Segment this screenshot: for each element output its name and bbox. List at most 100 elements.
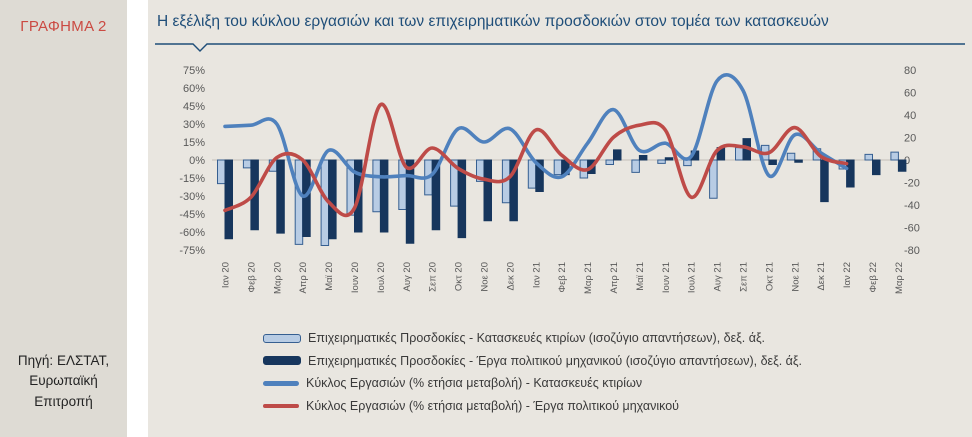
x-axis-tick: Ιαν 22 (842, 262, 853, 288)
bar (864, 153, 873, 161)
right-axis-tick: 60 (904, 88, 916, 100)
title-underline (155, 43, 965, 52)
bar (294, 159, 304, 245)
left-axis-tick: -15% (179, 173, 205, 185)
right-axis-tick: 40 (904, 110, 916, 122)
bar (846, 159, 855, 188)
x-axis-tick: Μαρ 22 (894, 262, 905, 294)
left-axis-tick: -45% (179, 209, 205, 221)
bar (657, 159, 666, 164)
left-axis-tick: -60% (179, 227, 205, 239)
chart-panel: Η εξέλιξη του κύκλου εργασιών και των επ… (148, 0, 972, 437)
source-line-3: Επιτροπή (34, 393, 93, 409)
x-axis-tick: Ιαν 21 (531, 262, 542, 288)
figure-label: ΓΡΑΦΗΜΑ 2 (20, 18, 107, 35)
bar (217, 159, 226, 185)
left-axis-tick: 75% (183, 65, 205, 77)
left-axis-tick: -30% (179, 191, 205, 203)
x-axis-tick: Ιουν 20 (350, 262, 361, 293)
legend-item-turnover-buildings: Κύκλος Εργασιών (% ετήσια μεταβολή) - Κα… (263, 372, 802, 395)
x-axis-tick: Νοε 20 (480, 262, 491, 292)
legend-swatch-light-bar (263, 333, 301, 343)
legend-swatch-blue-line (263, 381, 299, 386)
right-axis-tick: 0 (904, 155, 910, 167)
line-turnover-civil (223, 102, 849, 218)
right-axis-tick: -80 (904, 245, 920, 257)
right-axis-tick: 20 (904, 133, 916, 145)
bar (605, 159, 614, 165)
x-axis-tick: Απρ 20 (298, 262, 309, 294)
left-axis-tick: 30% (183, 119, 205, 131)
bar (872, 159, 881, 176)
left-axis-tick: 60% (183, 83, 205, 95)
bar (890, 151, 899, 161)
x-axis-tick: Σεπ 21 (739, 262, 750, 292)
legend-label: Κύκλος Εργασιών (% ετήσια μεταβολή) - Έρ… (306, 399, 680, 414)
line-turnover-buildings (223, 73, 849, 198)
x-axis-tick: Απρ 21 (609, 262, 620, 294)
bar (897, 159, 907, 172)
legend-item-expectations-civil: Επιχειρηματικές Προσδοκίες - Έργα πολιτι… (263, 350, 802, 373)
right-axis-tick: -60 (904, 223, 920, 235)
legend-label: Επιχειρηματικές Προσδοκίες - Έργα πολιτι… (308, 353, 802, 368)
x-axis-tick: Ιουν 21 (661, 262, 672, 293)
bar (553, 159, 563, 176)
bar (638, 155, 648, 161)
bar (509, 159, 518, 222)
x-axis-tick: Αυγ 20 (402, 262, 413, 292)
x-axis-tick: Νοε 21 (790, 262, 801, 292)
legend-item-expectations-buildings: Επιχειρηματικές Προσδοκίες - Κατασκευές … (263, 327, 802, 350)
right-axis-labels: 80 60 40 20 0 -20 -40 -60 -80 (904, 65, 920, 257)
x-axis-tick: Ιαν 20 (221, 262, 232, 288)
sidebar-panel: ΓΡΑΦΗΜΑ 2 Πηγή: ΕΛΣΤΑΤ, Ευρωπαϊκή Επιτρο… (0, 0, 127, 437)
bar (431, 159, 441, 231)
bar (794, 159, 803, 163)
bar (535, 159, 544, 192)
left-axis-tick: 45% (183, 101, 205, 113)
x-axis-tick: Μαϊ 21 (635, 262, 646, 291)
legend-item-turnover-civil: Κύκλος Εργασιών (% ετήσια μεταβολή) - Έρ… (263, 395, 802, 418)
x-axis-tick: Ιουλ 21 (687, 262, 698, 293)
source-line-1: Πηγή: ΕΛΣΤΑΤ, (17, 353, 110, 368)
bar (820, 159, 829, 203)
chart-legend: Επιχειρηματικές Προσδοκίες - Κατασκευές … (263, 327, 802, 417)
legend-label: Επιχειρηματικές Προσδοκίες - Κατασκευές … (308, 331, 766, 346)
bar (379, 159, 389, 233)
x-axis-tick: Δεκ 21 (816, 262, 827, 291)
bar (242, 159, 252, 169)
x-axis-tick: Μαϊ 20 (324, 262, 335, 291)
legend-label: Κύκλος Εργασιών (% ετήσια μεταβολή) - Κα… (306, 376, 643, 391)
left-axis-labels: 75% 60% 45% 30% 15% 0% -15% -30% -45% -60% -75% (179, 65, 205, 257)
bar (613, 149, 622, 161)
x-axis-tick: Μαρ 20 (272, 262, 283, 294)
chart-title: Η εξέλιξη του κύκλου εργασιών και των επ… (157, 13, 829, 30)
x-axis-tick: Ιουλ 20 (376, 262, 387, 293)
left-axis-tick: 15% (183, 137, 205, 149)
left-axis-tick: 0% (189, 155, 205, 167)
bar (224, 159, 233, 240)
left-axis-tick: -75% (179, 245, 205, 257)
x-axis-tick: Φεβ 20 (246, 262, 257, 293)
bar (527, 159, 537, 189)
combo-chart: 75% 60% 45% 30% 15% 0% -15% -30% -45% -60% -75% 80 6… (179, 65, 920, 294)
x-axis-tick: Οκτ 20 (454, 262, 465, 291)
bar (302, 159, 311, 237)
bar (483, 159, 492, 222)
bar (631, 159, 640, 173)
bar (664, 157, 674, 161)
x-axis-tick: Σεπ 20 (428, 262, 439, 292)
bar (328, 159, 337, 240)
x-axis-tick: Μαρ 21 (583, 262, 594, 294)
x-axis-tick: Φεβ 22 (868, 262, 879, 293)
bar (405, 159, 415, 244)
source-note: Πηγή: ΕΛΣΤΑΤ, Ευρωπαϊκή Επιτροπή (0, 351, 127, 412)
bar (457, 159, 467, 239)
bar (768, 159, 777, 165)
x-axis-tick: Οκτ 21 (764, 262, 775, 291)
x-axis-tick: Δεκ 20 (505, 262, 516, 291)
source-line-2: Ευρωπαϊκή (29, 373, 98, 389)
bar (372, 159, 381, 213)
x-axis-tick: Αυγ 21 (713, 262, 724, 292)
right-axis-tick: 80 (904, 65, 916, 77)
bar (786, 152, 796, 161)
